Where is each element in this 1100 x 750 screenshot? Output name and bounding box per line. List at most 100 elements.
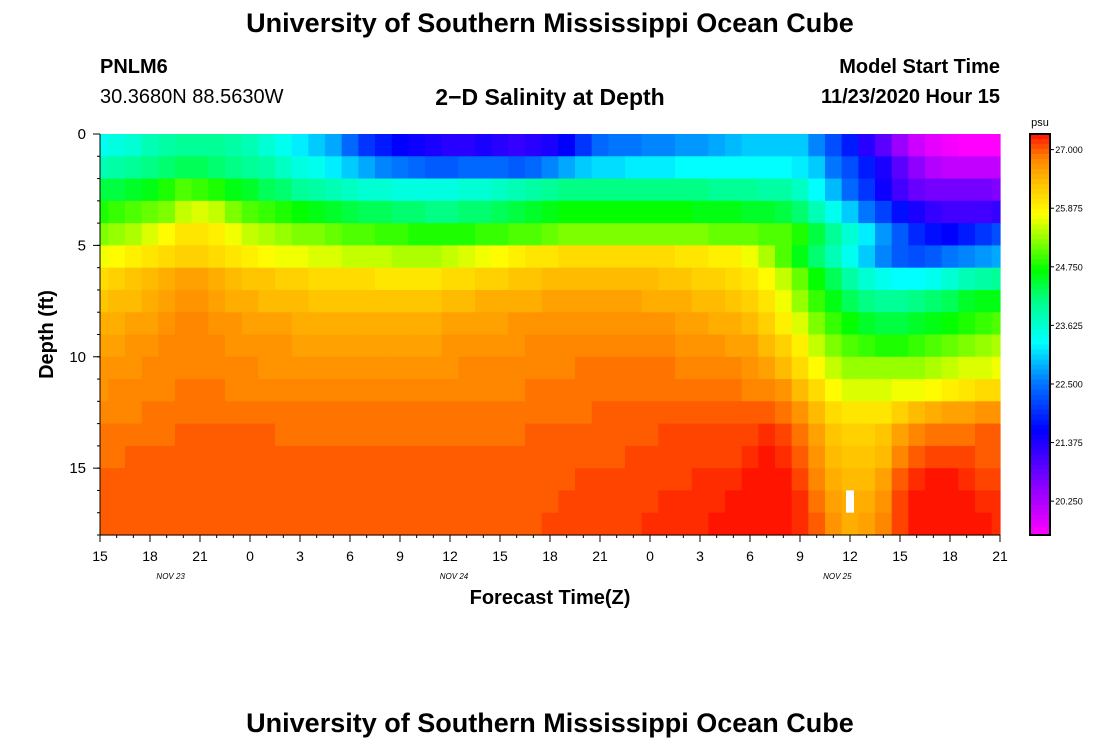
heatmap-cell: [458, 223, 476, 246]
heatmap-cell: [625, 490, 643, 514]
heatmap-cell: [741, 200, 759, 224]
heatmap-cell: [525, 134, 543, 157]
heatmap-cell: [791, 289, 809, 313]
heatmap-cell: [108, 223, 126, 246]
heatmap-cell: [958, 156, 976, 180]
heatmap-cell: [508, 356, 526, 380]
heatmap-cell: [491, 379, 509, 402]
heatmap-cell: [391, 223, 409, 246]
colorbar-segment: [1030, 464, 1050, 471]
heatmap-cell: [958, 267, 976, 291]
heatmap-cell: [991, 312, 1001, 336]
heatmap-cell: [391, 156, 409, 180]
heatmap-cell: [691, 223, 709, 246]
heatmap-cell: [958, 134, 976, 157]
heatmap-cell: [175, 468, 193, 492]
heatmap-cell: [475, 356, 493, 380]
heatmap-cell: [758, 445, 776, 469]
heatmap-cell: [308, 223, 326, 246]
heatmap-cell: [508, 312, 526, 336]
heatmap-cell: [991, 445, 1001, 469]
heatmap-cell: [925, 334, 943, 358]
heatmap-cell: [608, 423, 626, 447]
heatmap-cell: [441, 334, 459, 358]
colorbar-tick-label: 25.875: [1055, 204, 1083, 214]
heatmap-cell: [625, 423, 643, 447]
heatmap-cell: [375, 512, 393, 536]
heatmap-cell: [108, 200, 126, 224]
heatmap-cell: [458, 178, 476, 202]
heatmap-cell: [775, 134, 793, 157]
heatmap-cell: [575, 379, 593, 402]
heatmap-cell: [675, 423, 693, 447]
heatmap-cell: [791, 223, 809, 246]
heatmap-cell: [975, 356, 993, 380]
heatmap-cell: [791, 200, 809, 224]
heatmap-cell: [625, 223, 643, 246]
heatmap-cell: [541, 178, 559, 202]
heatmap-cell: [425, 134, 443, 157]
heatmap-cell: [391, 512, 409, 536]
heatmap-cell: [358, 334, 376, 358]
heatmap-cell: [308, 401, 326, 425]
heatmap-cell: [258, 134, 276, 157]
heatmap-cell: [741, 289, 759, 313]
heatmap-cell: [875, 312, 893, 336]
heatmap-cell: [608, 490, 626, 514]
heatmap-cell: [291, 334, 309, 358]
x-tick-label: 15: [92, 548, 108, 564]
heatmap-cell: [908, 289, 926, 313]
heatmap-cell: [958, 423, 976, 447]
heatmap-cell: [975, 245, 993, 269]
colorbar-segment: [1030, 309, 1050, 316]
heatmap-cell: [625, 312, 643, 336]
heatmap-cell: [225, 379, 243, 402]
heatmap-cell: [558, 200, 576, 224]
heatmap-cell: [391, 134, 409, 157]
heatmap-cell: [241, 468, 259, 492]
heatmap-cell: [100, 468, 109, 492]
heatmap-cell: [275, 401, 293, 425]
heatmap-cell: [225, 356, 243, 380]
colorbar-segment: [1030, 239, 1050, 245]
x-tick-label: 3: [696, 548, 704, 564]
heatmap-cell: [891, 200, 909, 224]
heatmap-cell: [775, 200, 793, 224]
heatmap-cell: [175, 200, 193, 224]
heatmap-cell: [491, 512, 509, 536]
heatmap-cell: [875, 401, 893, 425]
heatmap-cell: [925, 134, 943, 157]
heatmap-cell: [408, 156, 426, 180]
heatmap-cell: [158, 490, 176, 514]
heatmap-cell: [708, 334, 726, 358]
heatmap-cell: [825, 512, 843, 536]
heatmap-cell: [441, 468, 459, 492]
colorbar-segment: [1030, 169, 1050, 175]
heatmap-cell: [941, 223, 959, 246]
heatmap-cell: [608, 512, 626, 536]
heatmap-cell: [558, 401, 576, 425]
heatmap-cell: [441, 178, 459, 202]
colorbar-segment: [1030, 369, 1050, 376]
colorbar-segment: [1030, 334, 1050, 341]
colorbar-segment: [1030, 299, 1050, 306]
heatmap-cell: [125, 223, 143, 246]
heatmap-cell: [791, 356, 809, 380]
heatmap-cell: [341, 468, 359, 492]
heatmap-cell: [808, 223, 826, 246]
heatmap-cell: [341, 512, 359, 536]
heatmap-cell: [141, 401, 159, 425]
heatmap-cell: [175, 512, 193, 536]
heatmap-cell: [958, 379, 976, 402]
heatmap-cell: [208, 356, 226, 380]
heatmap-cell: [875, 267, 893, 291]
heatmap-cell: [558, 490, 576, 514]
heatmap-cell: [441, 223, 459, 246]
heatmap-cell: [100, 178, 109, 202]
heatmap-cell: [525, 379, 543, 402]
heatmap-cell: [891, 134, 909, 157]
heatmap-cell: [358, 445, 376, 469]
heatmap-cell: [975, 200, 993, 224]
heatmap-cell: [875, 512, 893, 536]
heatmap-cell: [100, 312, 109, 336]
